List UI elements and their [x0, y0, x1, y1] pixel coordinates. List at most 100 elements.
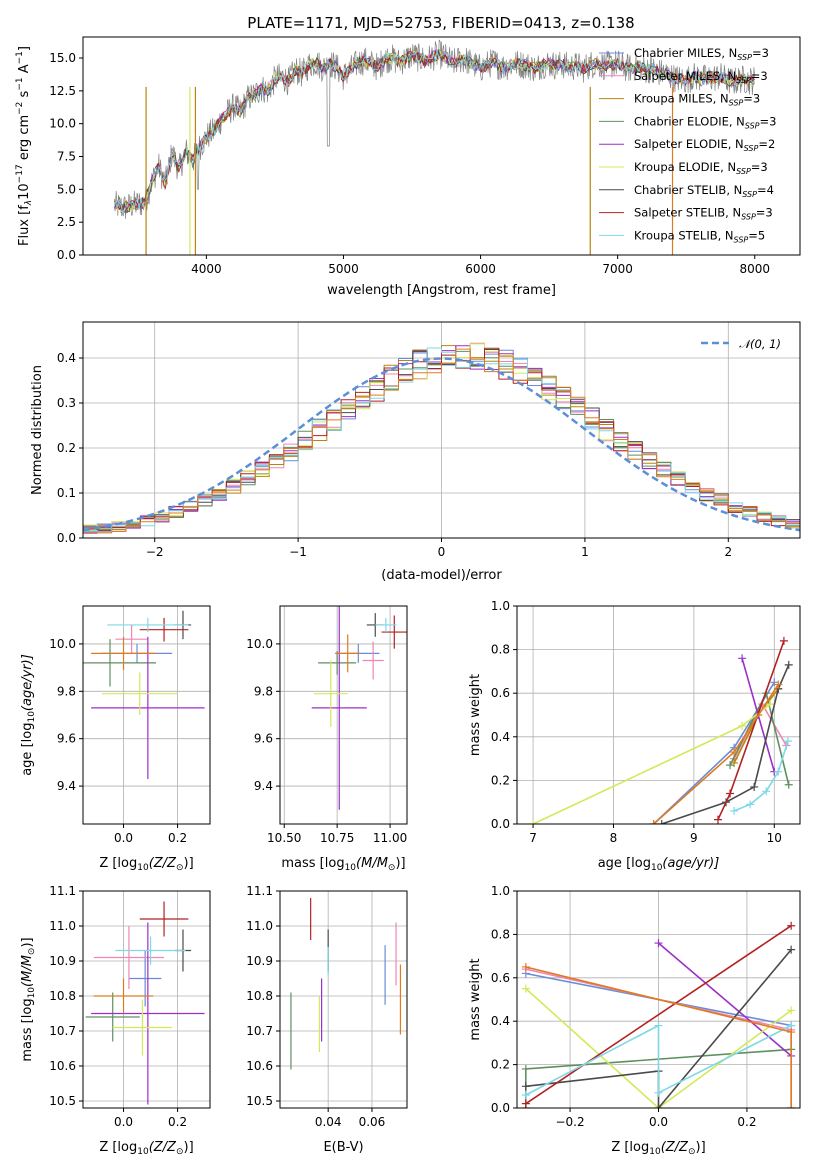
y-tick-label: 10.9: [49, 954, 76, 968]
weight-line-kroupa-elodie: [525, 988, 792, 1108]
weight-line-salpeter-elodie: [657, 942, 792, 1057]
weight-line-salpeter-stelib: [525, 925, 792, 1105]
y-tick-label: 0.6: [491, 971, 510, 985]
grid-lines: [280, 606, 407, 824]
x-axis-label: wavelength [Angstrom, rest frame]: [327, 283, 556, 298]
age-vs-mass-panel: 10.50 10.75 11.00 9.4 9.6 9.8 10.0 mass [log10(…: [246, 605, 408, 873]
weight-marker: [726, 789, 735, 798]
weight-vs-z-panel: −0.2 0.0 0.2 0.0 0.2 0.4 0.6 0.8 1.0 Z [log10(Z/Z…: [468, 884, 801, 1157]
y-tick-label: 10.0: [49, 637, 76, 651]
weight-marker: [784, 780, 793, 789]
y-tick-label: 0.0: [491, 1101, 510, 1115]
x-tick-label: 5000: [328, 262, 359, 276]
y-axis-label: Normed distribution: [30, 365, 45, 495]
x-tick-label: 0.0: [114, 1115, 133, 1129]
y-tick-label: 0.0: [491, 817, 510, 831]
x-axis-label: (data-model)/error: [381, 568, 502, 583]
x-tick-label: 9: [690, 831, 698, 845]
weight-marker: [746, 800, 755, 809]
y-tick-label: 9.6: [254, 732, 273, 746]
y-tick-label: 0.0: [57, 248, 76, 262]
x-axis-label: Z [log10(Z/Z⊙)]: [611, 1140, 705, 1157]
hist-series-orange: [83, 348, 800, 534]
y-tick-label: 9.4: [57, 779, 76, 793]
weight-marker: [762, 787, 771, 796]
gaussian-reference-line: [83, 357, 800, 532]
y-tick-label: 15.0: [49, 51, 76, 65]
weight-marker: [787, 1028, 796, 1037]
y-tick-label: 10.8: [49, 989, 76, 1003]
y-tick-label: 0.8: [491, 927, 510, 941]
weight-vs-age-panel-plot-area: [517, 606, 800, 824]
y-axis-label: age [log10(age/yr)]: [20, 654, 37, 776]
grid-lines: [83, 891, 210, 1108]
weight-marker: [529, 820, 538, 824]
x-tick-label: 10: [767, 831, 782, 845]
y-tick-label: 9.8: [254, 684, 273, 698]
axes-frame: [82, 321, 801, 539]
y-tick-label: 9.4: [254, 779, 273, 793]
x-axis-label: Z [log10(Z/Z⊙)]: [99, 1140, 193, 1157]
weight-marker: [738, 721, 747, 730]
legend-entry: Chabrier ELODIE, NSSP=3: [634, 114, 776, 130]
legend-entry: Chabrier MILES, NSSP=3: [634, 46, 769, 62]
x-tick-label: 0.0: [649, 1115, 668, 1129]
x-tick-label: 1: [581, 545, 589, 559]
x-tick-label: 11.00: [373, 831, 407, 845]
x-axis-label: age [log10(age/yr)]: [598, 856, 720, 873]
y-tick-label: 10.9: [246, 954, 273, 968]
age-vs-z-panel: 0.0 0.2 9.4 9.6 9.8 10.0 Z [log10(Z/Z⊙)] age [l…: [20, 605, 211, 873]
y-tick-label: 7.5: [57, 150, 76, 164]
y-tick-label: 11.0: [246, 919, 273, 933]
x-tick-label: 2: [724, 545, 732, 559]
weight-marker: [521, 1090, 530, 1099]
x-axis-label: mass [log10(M/M⊙)]: [281, 856, 405, 873]
weight-marker: [713, 815, 722, 824]
y-tick-label: 9.6: [57, 732, 76, 746]
legend-entry: Salpeter STELIB, NSSP=3: [634, 206, 773, 222]
axes-frame: [279, 890, 408, 1109]
x-axis-label: Z [log10(Z/Z⊙)]: [99, 856, 193, 873]
axes-frame: [279, 605, 408, 825]
weight-marker: [784, 660, 793, 669]
weight-marker: [774, 767, 783, 776]
weight-marker: [654, 1021, 663, 1030]
weight-marker: [738, 654, 747, 663]
weight-marker: [787, 1104, 796, 1108]
x-tick-label: 0.2: [168, 831, 187, 845]
weight-vs-z-panel-plot-area: [517, 891, 800, 1108]
spectrum-legend: Chabrier MILES, NSSP=3 Salpeter MILES, NS…: [599, 46, 776, 244]
weight-marker: [766, 700, 775, 709]
x-tick-label: 7000: [602, 262, 633, 276]
y-tick-label: 0.2: [491, 773, 510, 787]
y-axis-label: mass weight: [468, 674, 483, 756]
weight-marker: [521, 1064, 530, 1073]
x-tick-label: 4000: [191, 262, 222, 276]
x-tick-label: 0.2: [737, 1115, 756, 1129]
legend-entry: Salpeter MILES, NSSP=3: [634, 69, 768, 85]
x-axis-label: E(B-V): [323, 1140, 363, 1155]
x-tick-label: 0.0: [114, 831, 133, 845]
y-tick-label: 0.4: [57, 351, 76, 365]
age-vs-z-panel-plot-area: [83, 606, 210, 824]
y-tick-label: 11.0: [49, 919, 76, 933]
grid-lines: [280, 891, 407, 1108]
mass-vs-ebv-panel: 0.04 0.06 10.5 10.6 10.7 10.8 10.9 11.0 11.1 E(B-…: [246, 884, 408, 1155]
mass-vs-ebv-panel-plot-area: [280, 891, 407, 1108]
y-tick-label: 11.1: [246, 884, 273, 898]
weight-marker: [787, 921, 796, 930]
x-tick-label: 6000: [465, 262, 496, 276]
weight-marker: [654, 939, 663, 948]
x-tick-label: 8000: [739, 262, 770, 276]
y-tick-label: 10.7: [49, 1024, 76, 1038]
y-tick-label: 0.3: [57, 396, 76, 410]
weight-marker: [654, 1088, 663, 1097]
legend-entry: Kroupa MILES, NSSP=3: [634, 92, 760, 108]
weight-marker: [787, 1006, 796, 1015]
y-tick-label: 11.1: [49, 884, 76, 898]
spectrum-panel: 4000 5000 6000 7000 8000 0.0 2.5 5.0 7.5 10.0 12.5…: [15, 36, 801, 298]
y-axis-label: Flux [fλ10−17 erg cm−2 s−1 A−1]: [15, 46, 34, 246]
weight-marker: [649, 820, 658, 824]
y-tick-label: 1.0: [491, 599, 510, 613]
